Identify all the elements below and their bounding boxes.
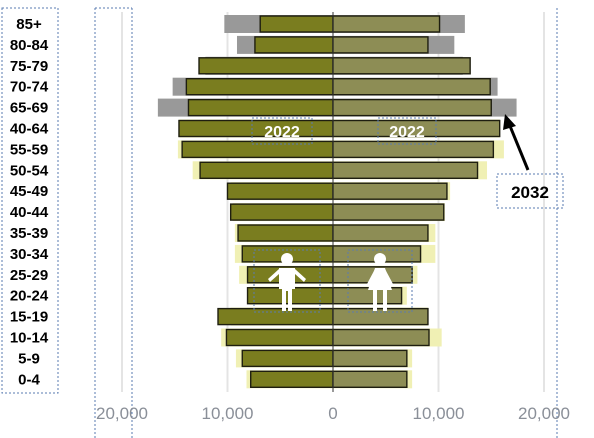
x-tick-labels: 20,000 10,000 0 10,000 20,000 — [96, 404, 570, 423]
bar-male-2022 — [187, 98, 334, 117]
projection-label: 2032 — [511, 183, 549, 202]
bar-male-2022 — [199, 161, 334, 180]
female-year-label: 2022 — [389, 124, 425, 141]
category-tick-label: 40-44 — [10, 204, 49, 221]
category-tick-label: 30-34 — [10, 246, 49, 263]
category-tick-label: 40-64 — [10, 121, 49, 138]
male-year-label: 2022 — [264, 124, 300, 141]
bar-female-2022 — [332, 15, 441, 33]
category-tick-label: 0-4 — [18, 371, 40, 388]
bar-female-2022 — [332, 287, 403, 305]
bar-female-2022 — [332, 57, 471, 75]
category-tick-label: 70-74 — [10, 79, 49, 96]
category-tick-label: 5-9 — [18, 350, 40, 367]
category-tick-label: 10-14 — [10, 330, 49, 347]
bar-female-2022 — [332, 182, 448, 200]
bar-female-2022 — [332, 328, 430, 347]
category-tick-label: 50-54 — [10, 162, 49, 179]
bar-female-2022 — [332, 161, 479, 180]
projection-callout-box — [496, 173, 564, 209]
bar-male-2022 — [185, 77, 334, 96]
bar-male-2022 — [226, 182, 334, 200]
female-year-box — [377, 117, 437, 145]
bar-male-2022 — [225, 328, 334, 347]
bar-male-2022 — [178, 119, 334, 138]
bar-male-2022 — [254, 36, 334, 54]
category-tick-label: 45-49 — [10, 183, 48, 200]
bar-male-2022 — [259, 15, 334, 33]
category-tick-label: 20-24 — [10, 288, 49, 305]
bar-male-2022 — [229, 203, 334, 221]
bar-female-2022 — [332, 349, 408, 368]
bar-female-2022 — [332, 307, 429, 326]
bar-female-2022 — [332, 224, 429, 242]
bar-female-2022 — [332, 77, 491, 96]
category-tick-label: 55-59 — [10, 141, 48, 158]
category-tick-label: 85+ — [16, 16, 42, 33]
x-tick-label: 10,000 — [413, 404, 465, 423]
male-person-icon — [253, 249, 321, 313]
bar-female-2022 — [332, 140, 495, 159]
bar-male-2022 — [250, 370, 334, 388]
female-person-icon — [347, 249, 413, 313]
bar-male-2022 — [198, 57, 334, 75]
category-tick-label: 80-84 — [10, 37, 49, 54]
bar-male-2022 — [237, 224, 334, 242]
category-tick-label: 75-79 — [10, 58, 48, 75]
bars-layer — [157, 15, 517, 389]
category-tick-label: 35-39 — [10, 225, 48, 242]
category-tick-label: 65-69 — [10, 100, 48, 117]
category-tick-label: 15-19 — [10, 309, 48, 326]
category-tick-label: 25-29 — [10, 267, 48, 284]
category-label-panel — [1, 7, 59, 394]
x-tick-label: 0 — [328, 404, 337, 423]
bar-female-2022 — [332, 98, 492, 117]
category-labels: 85+ 80-84 75-79 70-74 65-69 40-64 55-59 50-54 45… — [10, 16, 49, 388]
bar-male-2022 — [217, 307, 334, 326]
bar-female-2022 — [332, 370, 408, 388]
x-tick-label: 20,000 — [518, 404, 570, 423]
bar-male-2022 — [241, 349, 334, 368]
bar-female-2022 — [332, 36, 429, 54]
x-tick-label: 20,000 — [96, 404, 148, 423]
projection-arrowhead — [503, 114, 516, 130]
male-year-box — [251, 117, 313, 145]
projection-arrow — [508, 125, 530, 171]
bar-female-2022 — [332, 203, 445, 221]
x-tick-label: 10,000 — [202, 404, 254, 423]
